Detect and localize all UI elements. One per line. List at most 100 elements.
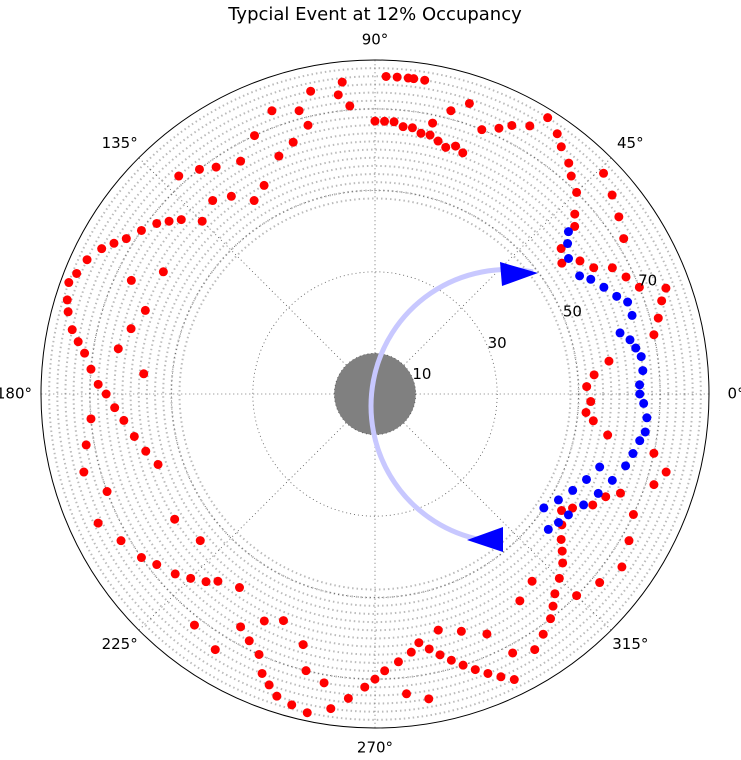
point — [370, 116, 380, 126]
point — [153, 459, 163, 469]
point — [543, 113, 553, 123]
theta-tick-label: 180° — [0, 385, 32, 403]
r-tick-label: 70 — [638, 272, 657, 290]
point — [624, 536, 634, 546]
point — [249, 196, 259, 206]
detector-ring — [129, 148, 621, 640]
point — [446, 655, 456, 665]
point — [619, 234, 629, 244]
point — [301, 666, 311, 676]
marks — [62, 71, 671, 718]
point — [278, 616, 288, 626]
point — [631, 343, 641, 353]
point — [581, 474, 591, 484]
point — [319, 678, 329, 688]
detector-ring — [121, 140, 629, 648]
point — [615, 328, 625, 338]
point — [62, 295, 72, 305]
point — [113, 344, 123, 354]
point — [333, 90, 343, 100]
point — [582, 382, 592, 392]
point — [557, 506, 567, 516]
point — [515, 596, 525, 606]
point — [557, 258, 567, 268]
point — [197, 216, 207, 226]
point — [398, 122, 408, 132]
point — [136, 553, 146, 563]
point — [380, 666, 390, 676]
arrow-head — [500, 262, 538, 286]
point — [164, 216, 174, 226]
point — [604, 356, 614, 366]
point — [302, 708, 312, 718]
point — [623, 297, 633, 307]
point — [563, 510, 573, 520]
point — [195, 536, 205, 546]
theta-tick-label: 315° — [612, 635, 648, 653]
point — [428, 118, 438, 128]
point — [119, 415, 129, 425]
point — [360, 682, 370, 692]
point — [550, 589, 560, 599]
point — [634, 282, 644, 292]
point — [546, 614, 556, 624]
point — [589, 370, 599, 380]
point — [607, 190, 617, 200]
point — [538, 629, 548, 639]
point — [141, 446, 151, 456]
r-tick-label: 50 — [563, 303, 582, 321]
point — [102, 487, 112, 497]
theta-tick-label: 135° — [102, 134, 138, 152]
point — [595, 462, 605, 472]
point — [639, 398, 649, 408]
point — [97, 244, 107, 254]
grid-circle — [252, 271, 498, 517]
point — [554, 517, 564, 527]
direction-arc — [368, 267, 534, 543]
point — [152, 560, 162, 570]
point — [593, 488, 603, 498]
point — [557, 546, 567, 556]
outer-frame — [40, 59, 710, 729]
point — [326, 704, 336, 714]
point — [79, 467, 89, 477]
point — [482, 629, 492, 639]
point — [494, 123, 504, 133]
point — [525, 121, 535, 131]
point — [152, 218, 162, 228]
theta-tick-label: 45° — [617, 134, 644, 152]
point — [568, 485, 578, 495]
point — [343, 693, 353, 703]
point — [288, 137, 298, 147]
point — [402, 689, 412, 699]
point — [539, 503, 549, 513]
point — [628, 509, 638, 519]
point — [129, 431, 139, 441]
theta-tick-label: 270° — [357, 739, 393, 757]
grid-circle — [170, 189, 580, 599]
point — [527, 576, 537, 586]
point — [568, 503, 578, 513]
point — [234, 583, 244, 593]
point — [370, 674, 380, 684]
point — [564, 158, 574, 168]
theta-tick-label: 90° — [362, 31, 389, 49]
point — [621, 272, 631, 282]
point — [409, 74, 419, 84]
point — [267, 106, 277, 116]
arrow-head — [467, 527, 503, 552]
point — [588, 500, 598, 510]
point — [337, 77, 347, 87]
point — [389, 117, 399, 127]
point — [552, 129, 562, 139]
point — [82, 255, 92, 265]
point — [464, 98, 474, 108]
point — [575, 271, 585, 281]
point — [86, 414, 96, 424]
detector-ring — [178, 197, 572, 591]
point — [603, 430, 613, 440]
point — [345, 101, 355, 111]
point — [530, 645, 540, 655]
detector-ring — [154, 173, 596, 615]
grid — [40, 59, 710, 729]
